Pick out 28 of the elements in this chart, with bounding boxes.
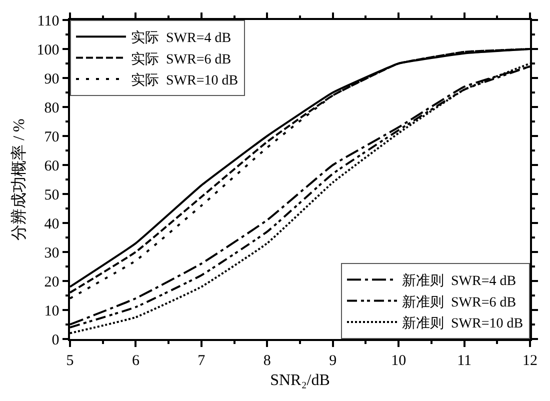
x-tick-label: 7 <box>198 352 206 369</box>
y-tick-label: 60 <box>44 158 60 174</box>
x-axis-title: SNR₂/dB <box>270 372 330 389</box>
x-tick-label: 11 <box>457 352 472 369</box>
x-tick-label: 10 <box>391 352 406 369</box>
y-tick-label: 30 <box>44 245 60 262</box>
legend-label: 实际 SWR=4 dB <box>131 30 232 46</box>
y-tick-label: 40 <box>44 216 60 232</box>
x-tick-label: 6 <box>132 352 140 369</box>
y-tick-label: 0 <box>52 332 60 348</box>
y-tick-label: 110 <box>37 13 60 30</box>
legend-label: 实际 SWR=10 dB <box>131 72 238 88</box>
y-tick-label: 50 <box>44 187 60 204</box>
legend-label: 实际 SWR=6 dB <box>131 51 232 68</box>
x-tick-label: 5 <box>66 352 74 369</box>
y-tick-label: 70 <box>44 129 60 146</box>
x-tick-label: 8 <box>263 352 271 369</box>
y-tick-label: 10 <box>44 303 60 320</box>
legend-label: 新准则 SWR=10 dB <box>402 315 524 332</box>
legend-label: 新准则 SWR=6 dB <box>402 294 516 310</box>
y-tick-label: 80 <box>44 100 60 116</box>
x-tick-label: 12 <box>522 352 538 369</box>
legend-label: 新准则 SWR=4 dB <box>402 273 516 290</box>
y-tick-label: 100 <box>36 42 60 58</box>
y-axis-title: 分辨成功概率 / % <box>10 118 28 240</box>
y-tick-label: 90 <box>44 71 60 88</box>
x-tick-label: 9 <box>329 352 337 369</box>
y-tick-label: 20 <box>44 274 60 290</box>
